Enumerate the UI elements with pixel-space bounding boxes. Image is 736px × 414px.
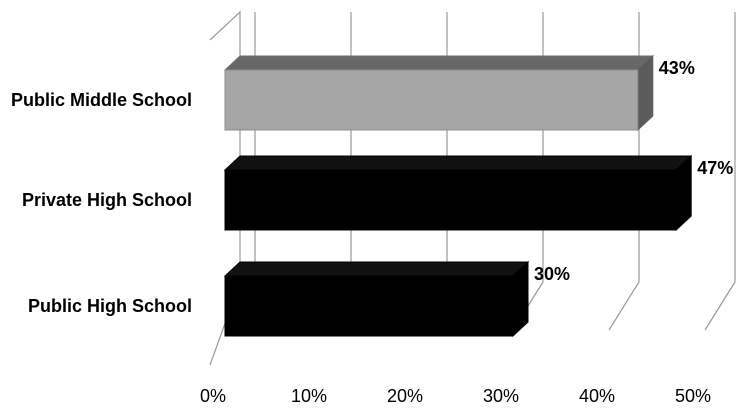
x-tick-label: 40% — [579, 386, 615, 406]
category-label: Public High School — [28, 296, 192, 316]
value-label: 43% — [659, 58, 695, 78]
bar-front-face — [224, 169, 677, 231]
bar — [223, 54, 655, 132]
category-labels: Public Middle School Private High School P… — [11, 90, 192, 316]
x-tick-label: 0% — [200, 386, 226, 406]
value-labels: 43% 47% 30% — [534, 58, 733, 284]
bar-front-face — [224, 69, 639, 131]
x-tick-labels: 0% 10% 20% 30% 40% 50% — [200, 386, 711, 406]
bar-front-face — [224, 275, 514, 337]
value-label: 47% — [697, 158, 733, 178]
x-tick-label: 30% — [483, 386, 519, 406]
bar — [223, 260, 530, 338]
category-label: Public Middle School — [11, 90, 192, 110]
floor-gridline — [608, 281, 640, 331]
value-label: 30% — [534, 264, 570, 284]
x-tick-label: 50% — [675, 386, 711, 406]
bar-top-face — [223, 155, 693, 171]
x-tick-label: 10% — [291, 386, 327, 406]
x-tick-label: 20% — [387, 386, 423, 406]
chart-bars — [223, 54, 693, 338]
category-label: Private High School — [22, 190, 192, 210]
bar-top-face — [223, 55, 655, 71]
floor-gridline — [704, 281, 736, 331]
bar-top-face — [223, 261, 530, 277]
bar — [223, 154, 693, 232]
